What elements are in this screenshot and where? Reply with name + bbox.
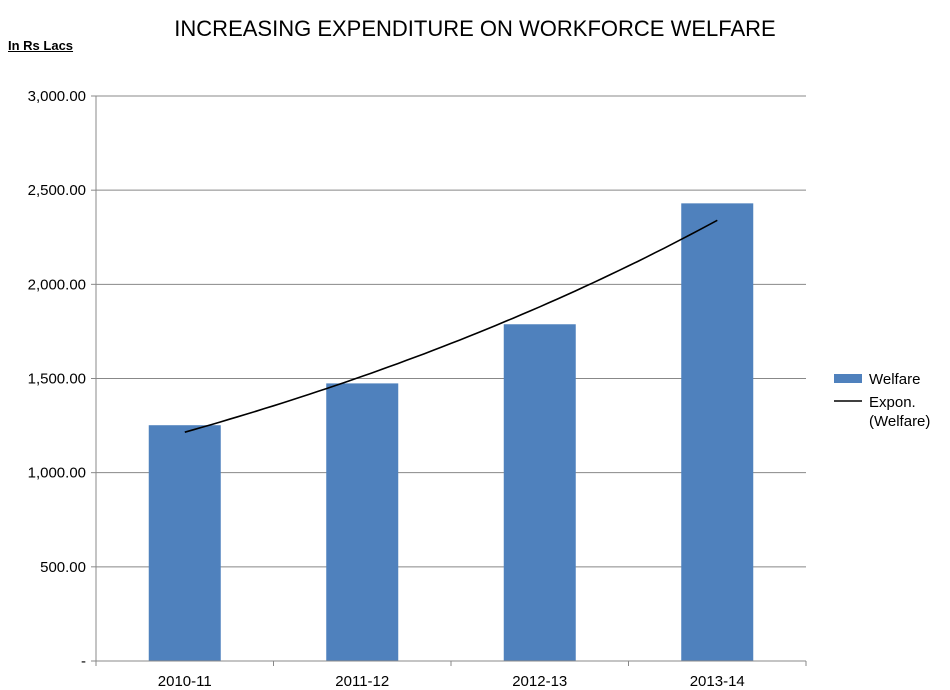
x-tick-label: 2013-14 [690,673,745,690]
axes [95,96,807,666]
x-tick-label: 2011-12 [335,673,389,690]
legend-swatch-welfare [834,374,862,383]
y-tick-label: 2,500.00 [28,182,86,199]
trendline-group [184,219,718,433]
y-tick-label: 1,000.00 [28,465,86,482]
x-tick-labels: 2010-11 2011-12 2012-13 2013-14 [158,673,745,690]
legend: Welfare Expon. (Welfare) [834,371,930,430]
y-tick-label: 500.00 [40,559,86,576]
y-tick-label: 2,000.00 [28,276,86,293]
legend-label-trendline: (Welfare) [869,413,930,430]
bar-2012-13 [503,324,576,661]
y-tick-label: 3,000.00 [28,88,86,105]
y-tick-label: - [81,653,86,670]
legend-label-trendline: Expon. [869,394,916,411]
x-tick-label: 2010-11 [158,673,212,690]
bar-2011-12 [326,383,399,661]
y-tick-labels: - 500.00 1,000.00 1,500.00 2,000.00 2,500.00 3… [28,88,86,670]
bar-2013-14 [681,203,754,661]
unit-label: In Rs Lacs [8,38,74,53]
bar-2010-11 [148,425,221,661]
legend-label-welfare: Welfare [869,371,920,388]
trendline [184,219,718,433]
x-tick-label: 2012-13 [512,673,567,690]
y-tick-label: 1,500.00 [28,371,86,388]
chart-title: INCREASING EXPENDITURE ON WORKFORCE WELF… [174,16,776,41]
bar-series [148,203,754,661]
